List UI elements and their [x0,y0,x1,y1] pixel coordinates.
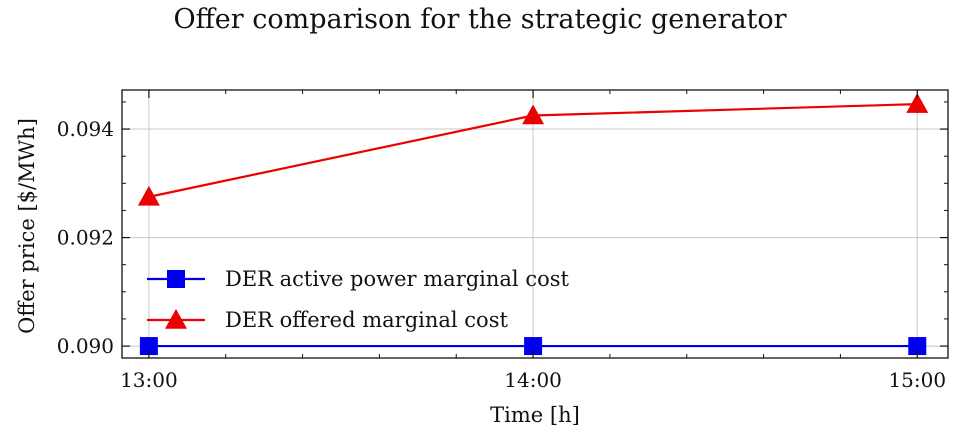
data-point [906,93,929,113]
x-tick-label: 13:00 [120,368,178,392]
legend-marker [165,309,187,329]
legend-label: DER offered marginal cost [225,308,508,332]
axis-ticks: 13:00 14:00 15:00 0.090 0.092 0.094 [57,90,948,392]
legend-label: DER active power marginal cost [225,267,570,291]
y-tick-label: 0.092 [57,226,114,250]
legend: DER active power marginal cost DER offere… [147,267,570,332]
chart-title: Offer comparison for the strategic gener… [173,4,787,35]
legend-entry: DER active power marginal cost [147,267,570,291]
legend-entry: DER offered marginal cost [147,308,508,332]
data-point [524,337,543,356]
data-point [908,337,927,356]
x-tick-label: 15:00 [888,368,946,392]
y-axis-label: Offer price [$/MWh] [15,118,39,334]
data-point [137,185,160,206]
series-layer [137,93,929,356]
series-1 [139,337,927,356]
y-tick-label: 0.090 [57,334,114,358]
legend-marker [167,270,185,288]
plot-frame [121,89,949,359]
y-tick-label: 0.094 [57,117,114,141]
x-tick-label: 14:00 [504,368,562,392]
data-point [522,104,545,125]
x-axis-label: Time [h] [490,403,580,427]
series-2 [137,93,929,206]
data-point [139,337,158,356]
